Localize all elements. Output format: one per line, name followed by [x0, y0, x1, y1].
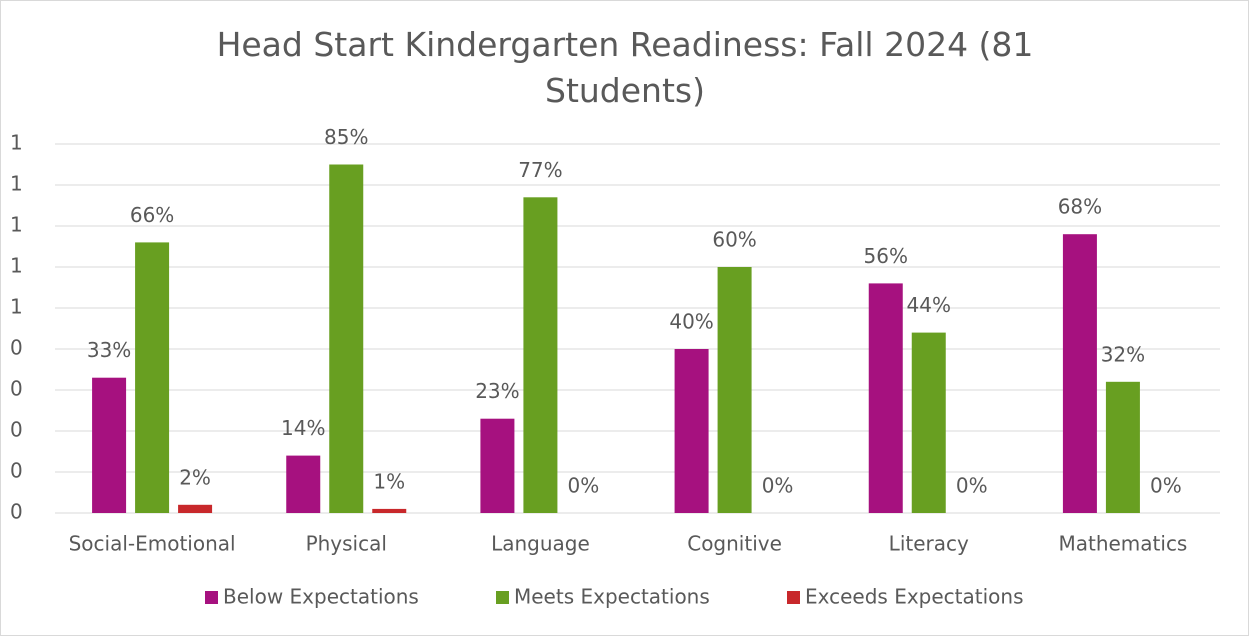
data-label: 85%	[324, 125, 368, 149]
bar	[480, 418, 515, 513]
x-tick-label: Language	[491, 532, 590, 556]
bar	[911, 332, 946, 513]
data-label: 0%	[956, 474, 988, 498]
data-label: 32%	[1101, 342, 1145, 366]
bar	[329, 164, 364, 513]
data-label: 0%	[1150, 474, 1182, 498]
chart-title: Head Start Kindergarten Readiness: Fall …	[216, 25, 1034, 110]
bar	[372, 508, 407, 513]
bar	[135, 242, 170, 513]
y-tick-label: 1	[10, 213, 23, 237]
data-label: 14%	[281, 416, 325, 440]
data-label: 2%	[179, 465, 211, 489]
bar	[674, 349, 709, 513]
data-label: 44%	[907, 293, 951, 317]
legend-label: Exceeds Expectations	[805, 585, 1024, 609]
data-label: 0%	[568, 474, 600, 498]
bar	[717, 267, 752, 513]
data-label: 1%	[373, 469, 405, 493]
data-label: 60%	[712, 228, 756, 252]
bar	[92, 377, 127, 513]
y-tick-label: 1	[10, 254, 23, 278]
bar	[868, 283, 903, 513]
data-label: 77%	[518, 158, 562, 182]
x-tick-label: Literacy	[889, 532, 969, 556]
y-tick-label: 0	[10, 336, 23, 360]
x-tick-label: Physical	[306, 532, 387, 556]
y-tick-label: 1	[10, 131, 23, 155]
data-label: 0%	[762, 474, 794, 498]
x-tick-label: Mathematics	[1058, 532, 1187, 556]
bar	[1105, 381, 1140, 513]
data-label: 40%	[669, 310, 713, 334]
y-tick-label: 0	[10, 418, 23, 442]
legend-label: Below Expectations	[223, 585, 419, 609]
legend-swatch	[787, 591, 800, 604]
bar	[178, 504, 213, 513]
y-tick-label: 0	[10, 459, 23, 483]
y-tick-label: 0	[10, 377, 23, 401]
data-label: 68%	[1058, 195, 1102, 219]
data-label: 23%	[475, 379, 519, 403]
legend-swatch	[205, 591, 218, 604]
bar	[286, 455, 321, 513]
legend-label: Meets Expectations	[514, 585, 710, 609]
y-tick-label: 1	[10, 172, 23, 196]
bar	[1062, 234, 1097, 513]
x-tick-label: Social-Emotional	[69, 532, 236, 556]
bar	[523, 197, 558, 514]
x-tick-label: Cognitive	[687, 532, 782, 556]
data-label: 66%	[130, 203, 174, 227]
legend-swatch	[496, 591, 509, 604]
y-tick-label: 1	[10, 295, 23, 319]
data-label: 56%	[864, 244, 908, 268]
data-label: 33%	[87, 338, 131, 362]
y-tick-label: 0	[10, 500, 23, 524]
